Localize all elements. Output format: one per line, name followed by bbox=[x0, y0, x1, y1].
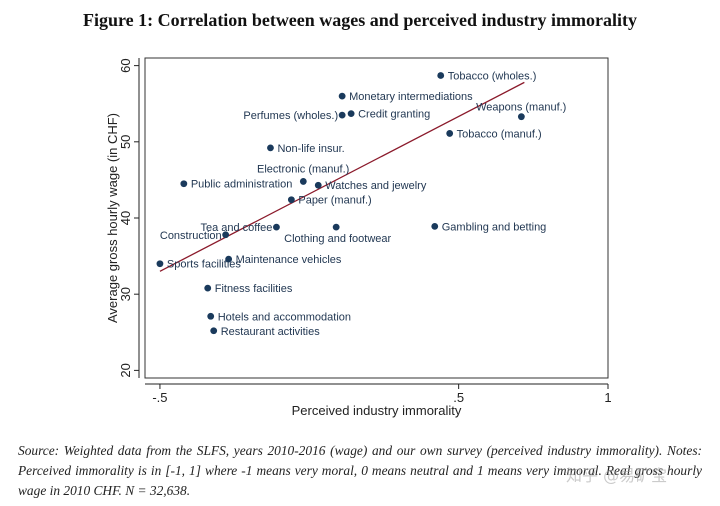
point-label: Tobacco (wholes.) bbox=[448, 71, 537, 83]
point-label: Credit granting bbox=[358, 109, 430, 121]
point-label: Clothing and footwear bbox=[284, 233, 391, 245]
data-point bbox=[446, 130, 454, 137]
x-tick-label: -.5 bbox=[152, 390, 167, 405]
source-note: Source: Weighted data from the SLFS, yea… bbox=[18, 443, 702, 498]
y-tick-label: 30 bbox=[118, 287, 133, 301]
x-tick-label: .5 bbox=[453, 390, 464, 405]
point-label: Electronic (manuf.) bbox=[257, 163, 349, 175]
y-tick-label: 50 bbox=[118, 135, 133, 149]
data-point bbox=[437, 72, 445, 79]
data-point bbox=[210, 327, 218, 335]
data-point bbox=[273, 223, 280, 231]
data-point bbox=[222, 231, 230, 239]
data-point bbox=[207, 312, 215, 320]
y-tick-label: 20 bbox=[118, 363, 133, 377]
plot-frame bbox=[144, 57, 609, 379]
point-label: Hotels and accommodation bbox=[218, 311, 351, 323]
figure-title: Figure 1: Correlation between wages and … bbox=[83, 10, 637, 30]
point-label: Restaurant activities bbox=[221, 326, 321, 338]
point-label: Paper (manuf.) bbox=[298, 195, 371, 207]
data-point bbox=[156, 260, 164, 268]
point-label: Watches and jewelry bbox=[325, 180, 427, 192]
data-point bbox=[517, 113, 525, 121]
y-tick-label: 40 bbox=[118, 211, 133, 225]
point-label: Construction bbox=[160, 230, 222, 242]
point-label: Monetary intermediations bbox=[349, 91, 473, 103]
fit-line bbox=[159, 81, 525, 272]
x-axis-label: Perceived industry immorality bbox=[292, 403, 462, 418]
x-tick-label: 1 bbox=[604, 390, 611, 405]
point-label: Weapons (manuf.) bbox=[476, 102, 566, 114]
data-point bbox=[180, 180, 188, 188]
watermark: 知乎 @易矿宝 bbox=[566, 466, 668, 485]
scatter-chart: -.5 .5 1 20 30 40 50 60 Perceived industry immor… bbox=[105, 57, 612, 418]
point-label: Tobacco (manuf.) bbox=[457, 128, 542, 140]
data-point bbox=[299, 178, 307, 185]
data-point bbox=[287, 196, 295, 204]
y-tick-label: 60 bbox=[118, 58, 133, 72]
point-label: Public administration bbox=[191, 179, 293, 191]
point-label: Perfumes (wholes.) bbox=[243, 110, 338, 122]
data-point bbox=[338, 92, 346, 100]
data-point bbox=[332, 223, 340, 231]
data-point bbox=[204, 284, 212, 292]
data-point bbox=[267, 144, 274, 152]
point-label: Gambling and betting bbox=[442, 221, 547, 233]
y-axis-label: Average gross hourly wage (in CHF) bbox=[105, 113, 120, 323]
data-point bbox=[338, 111, 346, 119]
data-point bbox=[225, 255, 233, 263]
point-label: Sports facilities bbox=[167, 259, 241, 271]
data-point bbox=[347, 110, 355, 118]
point-label: Tea and coffee bbox=[200, 222, 272, 234]
point-label: Non-life insur. bbox=[277, 143, 344, 155]
point-label: Maintenance vehicles bbox=[236, 254, 342, 266]
data-point bbox=[314, 181, 322, 189]
point-label: Fitness facilities bbox=[215, 283, 293, 295]
data-point bbox=[431, 222, 439, 230]
